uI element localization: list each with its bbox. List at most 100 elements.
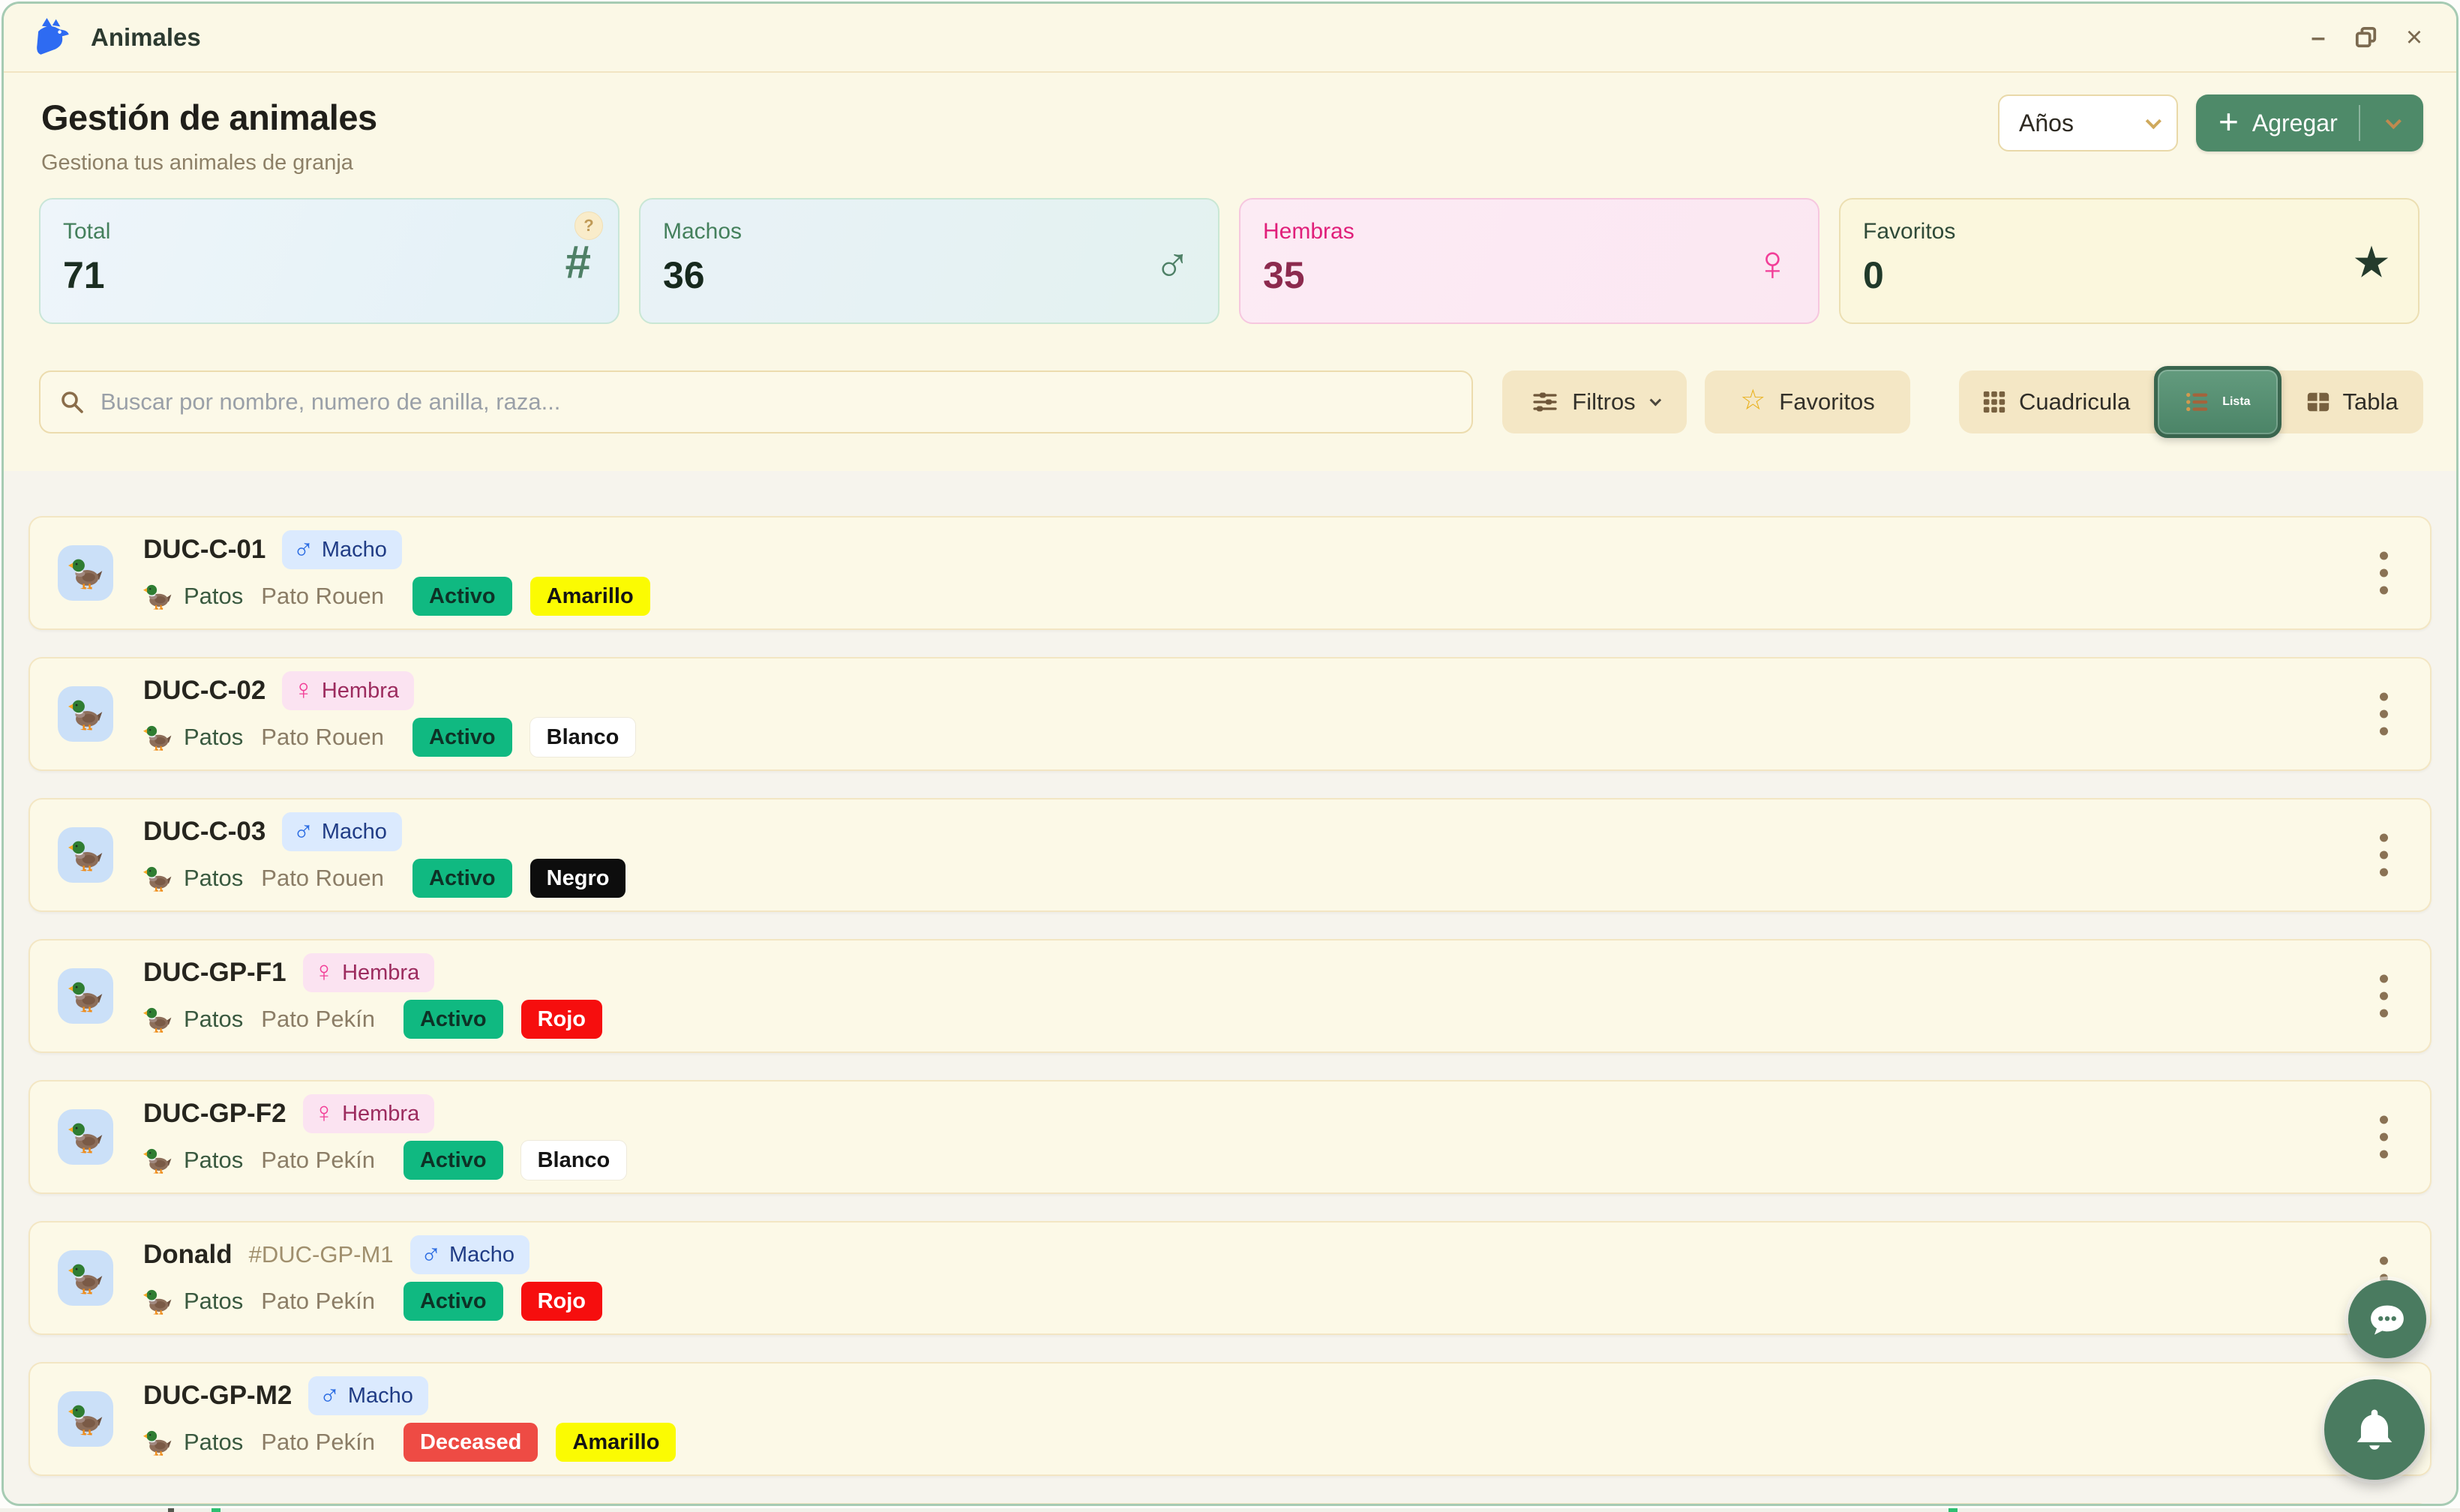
sex-badge: ♂ Macho	[282, 812, 402, 851]
view-list-label: Lista	[2222, 395, 2251, 408]
view-table-button[interactable]: Tabla	[2283, 370, 2421, 434]
animal-avatar	[58, 686, 113, 742]
stat-label: Machos	[663, 219, 742, 244]
animal-card[interactable]: DUC-GP-F2 ♀ Hembra Patos Pato Pekín Activ…	[28, 1080, 2432, 1194]
duck-icon	[68, 556, 103, 590]
add-button[interactable]: + Agregar	[2196, 94, 2423, 152]
stat-label: Total	[63, 219, 111, 244]
row-menu-button[interactable]	[2374, 687, 2394, 742]
animal-card[interactable]	[28, 1503, 2432, 1504]
species-label: Patos	[184, 1147, 244, 1173]
stat-label: Favoritos	[1863, 219, 1956, 244]
page-title: Gestión de animales	[41, 98, 377, 137]
star-icon: ★	[2352, 238, 2391, 287]
favorites-label: Favoritos	[1779, 388, 1875, 415]
stat-card-favoritos: Favoritos 0 ★	[1839, 198, 2420, 324]
male-icon: ♂	[292, 815, 314, 847]
chevron-down-icon	[1649, 394, 1661, 406]
duck-icon	[68, 697, 103, 731]
duck-icon	[68, 838, 103, 872]
restore-button[interactable]	[2353, 24, 2380, 51]
sex-badge: ♀ Hembra	[302, 953, 435, 992]
species-label: Patos	[184, 1429, 244, 1455]
view-list-button[interactable]: Lista	[2154, 366, 2282, 438]
male-icon: ♂	[292, 533, 314, 565]
animal-avatar	[58, 545, 113, 601]
animal-card[interactable]: DUC-GP-F1 ♀ Hembra Patos Pato Pekín Activ…	[28, 939, 2432, 1053]
bird-logo-icon	[32, 18, 71, 57]
animal-id: DUC-C-02	[143, 676, 266, 705]
minimize-button[interactable]: –	[2311, 23, 2326, 52]
breed-label: Pato Pekín	[261, 1147, 375, 1173]
species-label: Patos	[184, 1288, 244, 1314]
hash-icon: #	[565, 236, 591, 289]
animal-avatar	[58, 827, 113, 883]
stat-card-total: Total 71 # ?	[39, 198, 620, 324]
animal-avatar	[58, 968, 113, 1024]
row-menu-button[interactable]	[2374, 546, 2394, 601]
restore-icon	[2355, 26, 2378, 49]
view-table-label: Tabla	[2342, 388, 2398, 415]
chevron-down-icon	[2386, 112, 2402, 129]
sliders-icon	[1532, 388, 1558, 416]
breed-label: Pato Pekín	[261, 1429, 375, 1455]
add-dropdown-button[interactable]	[2360, 94, 2423, 152]
chat-fab-button[interactable]	[2348, 1280, 2426, 1358]
chevron-down-icon	[2145, 112, 2162, 129]
duck-icon	[143, 1005, 172, 1034]
desktop-strip	[0, 1508, 2460, 1512]
page-subtitle: Gestiona tus animales de granja	[41, 151, 353, 175]
breed-label: Pato Pekín	[261, 1288, 375, 1314]
duck-icon	[68, 979, 103, 1013]
close-button[interactable]: ×	[2405, 22, 2423, 53]
app-title: Animales	[91, 23, 201, 51]
animal-avatar	[58, 1109, 113, 1165]
breed-label: Pato Rouen	[261, 583, 385, 609]
species-label: Patos	[184, 865, 244, 891]
animal-list: DUC-C-01 ♂ Macho Patos Pato Rouen Activo …	[4, 471, 2456, 1504]
duck-icon	[68, 1402, 103, 1436]
table-icon	[2306, 389, 2331, 415]
animal-card[interactable]: Donald #DUC-GP-M1 ♂ Macho Patos Pato Pekí…	[28, 1221, 2432, 1335]
view-toggle-group: Cuadricula Lista Tabla	[1959, 366, 2423, 438]
stat-value: 0	[1863, 254, 1884, 296]
animal-ring-tag: #DUC-GP-M1	[248, 1241, 394, 1268]
sex-badge: ♂ Macho	[308, 1376, 428, 1415]
year-filter-select[interactable]: Años	[1998, 94, 2178, 152]
filters-button[interactable]: Filtros	[1502, 370, 1687, 434]
search-input[interactable]	[39, 370, 1473, 434]
status-badge: Activo	[412, 718, 512, 757]
animal-id: DUC-GP-F2	[143, 1099, 286, 1128]
duck-icon	[143, 723, 172, 752]
female-icon: ♀	[292, 674, 314, 706]
favorites-button[interactable]: ☆ Favoritos	[1705, 370, 1910, 434]
row-menu-button[interactable]	[2374, 1110, 2394, 1165]
chat-bubble-icon	[2366, 1298, 2408, 1340]
stat-label: Hembras	[1263, 219, 1354, 244]
female-icon: ♀	[313, 1097, 335, 1129]
notifications-fab-button[interactable]	[2324, 1379, 2425, 1480]
duck-icon	[143, 1146, 172, 1174]
row-menu-button[interactable]	[2374, 828, 2394, 883]
animal-card[interactable]: DUC-C-03 ♂ Macho Patos Pato Rouen Activo …	[28, 798, 2432, 912]
duck-icon	[68, 1261, 103, 1295]
color-badge: Negro	[530, 859, 626, 898]
search-box	[39, 370, 1473, 434]
button-divider	[2358, 105, 2360, 141]
filters-label: Filtros	[1572, 388, 1636, 415]
duck-icon	[143, 1287, 172, 1316]
color-badge: Blanco	[530, 718, 636, 757]
animal-card[interactable]: DUC-C-02 ♀ Hembra Patos Pato Rouen Activo…	[28, 657, 2432, 771]
help-icon[interactable]: ?	[574, 212, 603, 240]
bell-icon	[2349, 1404, 2400, 1455]
stat-value: 71	[63, 254, 105, 296]
view-grid-button[interactable]: Cuadricula	[1959, 370, 2152, 434]
row-menu-button[interactable]	[2374, 969, 2394, 1024]
animal-card[interactable]: DUC-C-01 ♂ Macho Patos Pato Rouen Activo …	[28, 516, 2432, 630]
animal-card[interactable]: DUC-GP-M2 ♂ Macho Patos Pato Pekín Deceas…	[28, 1362, 2432, 1476]
female-icon: ♀	[1754, 235, 1792, 291]
titlebar: Animales – ×	[4, 4, 2456, 73]
year-filter-value: Años	[2019, 109, 2074, 136]
female-icon: ♀	[313, 956, 335, 988]
sex-badge: ♀ Hembra	[282, 671, 415, 710]
